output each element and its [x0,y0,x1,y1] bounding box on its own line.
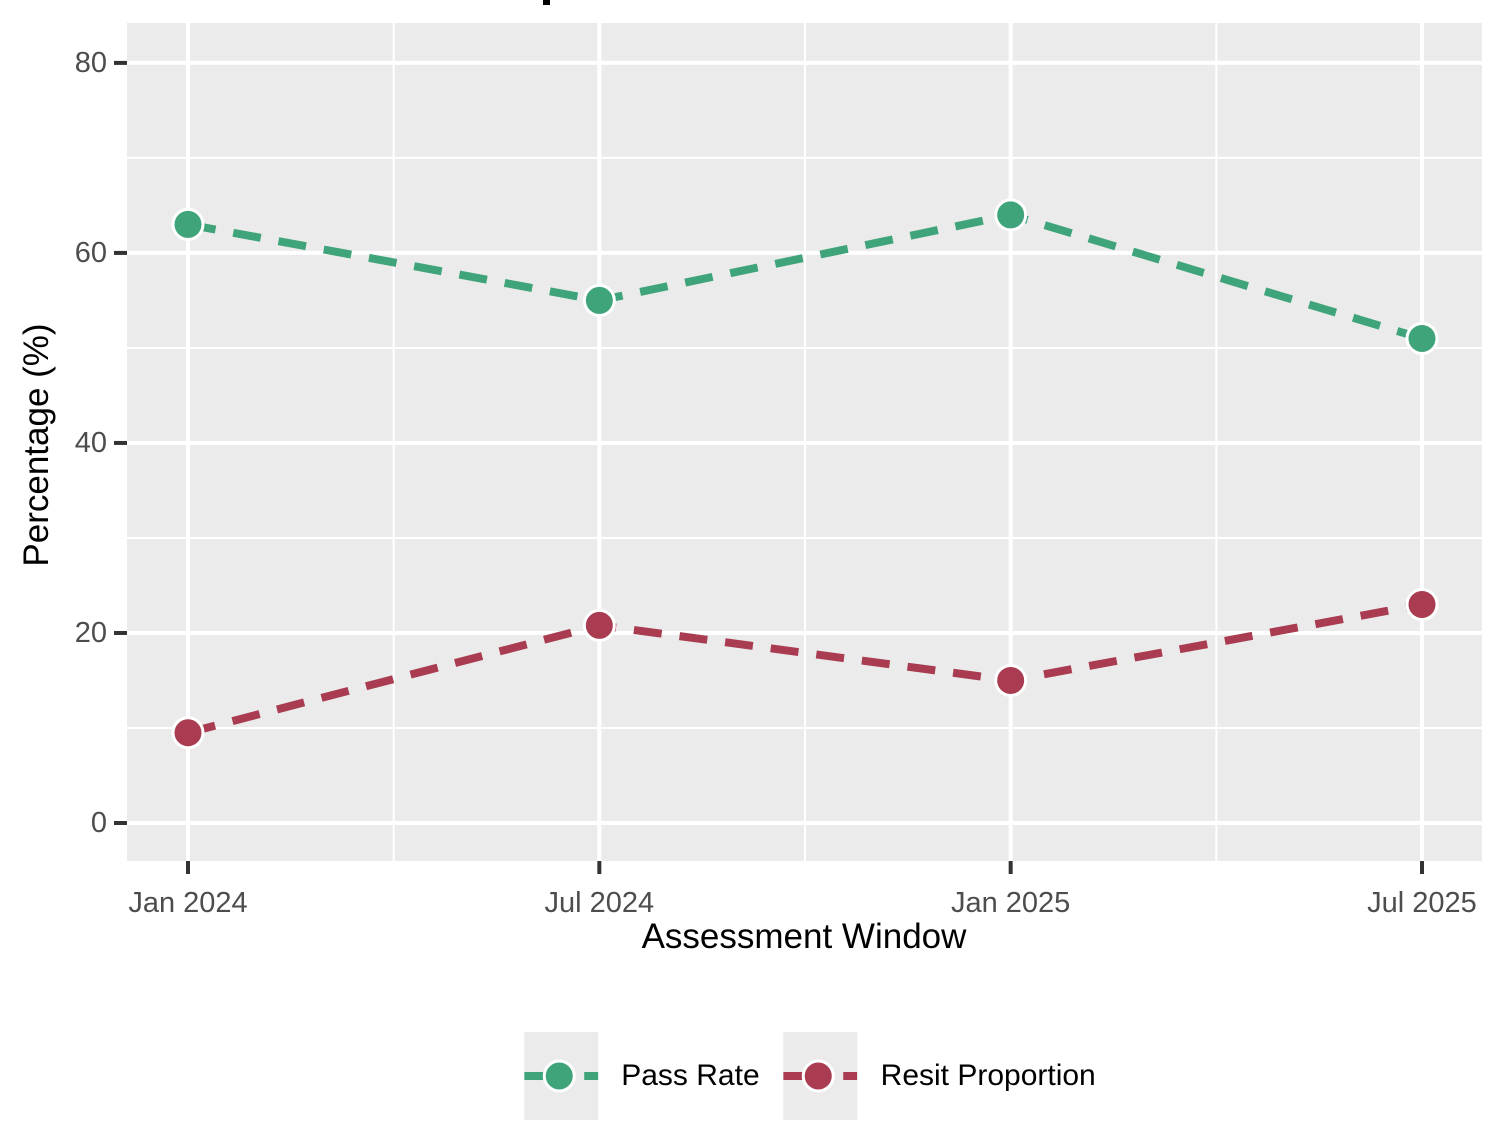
x-tick-label: Jan 2024 [128,887,248,919]
data-point-pass-rate [1405,321,1439,355]
y-tick-label: 60 [74,236,107,269]
resit-proportion-key-glyph [783,1059,858,1093]
y-tick-label: 20 [74,616,107,649]
data-point-pass-rate [171,207,205,241]
x-axis-title: Assessment Window [641,917,967,956]
series-lines [186,210,1424,737]
legend-key-resit-proportion [783,1032,858,1120]
legend: Pass Rate Resit Proportion [524,1032,1096,1120]
legend-label-resit-proportion: Resit Proportion [880,1059,1096,1092]
x-tick-label: Jul 2025 [1367,887,1477,919]
data-point-resit-proportion [582,608,616,642]
data-point-pass-rate [582,283,616,317]
series-points [171,198,1439,750]
legend-label-pass-rate: Pass Rate [621,1059,760,1092]
x-tick-label: Jul 2024 [544,887,655,919]
series-line-pass-rate [187,210,1424,343]
legend-item-pass-rate: Pass Rate [524,1032,760,1120]
y-axis-title: Percentage (%) [17,323,56,567]
legend-item-resit-proportion: Resit Proportion [783,1032,1096,1120]
y-tick-label: 40 [74,426,107,459]
cropped-title-descender [543,0,550,5]
axis-tick-marks [114,60,1424,874]
data-point-resit-proportion [994,663,1028,697]
data-point-pass-rate [994,198,1028,232]
y-tick-label: 0 [90,806,107,839]
legend-key-pass-rate [524,1032,599,1120]
major-gridlines [127,23,1482,861]
data-point-resit-proportion [171,716,205,750]
pass-rate-key-glyph [524,1059,599,1093]
x-tick-label: Jan 2025 [950,887,1071,919]
y-tick-label: 80 [74,46,107,79]
data-point-resit-proportion [1405,587,1439,621]
